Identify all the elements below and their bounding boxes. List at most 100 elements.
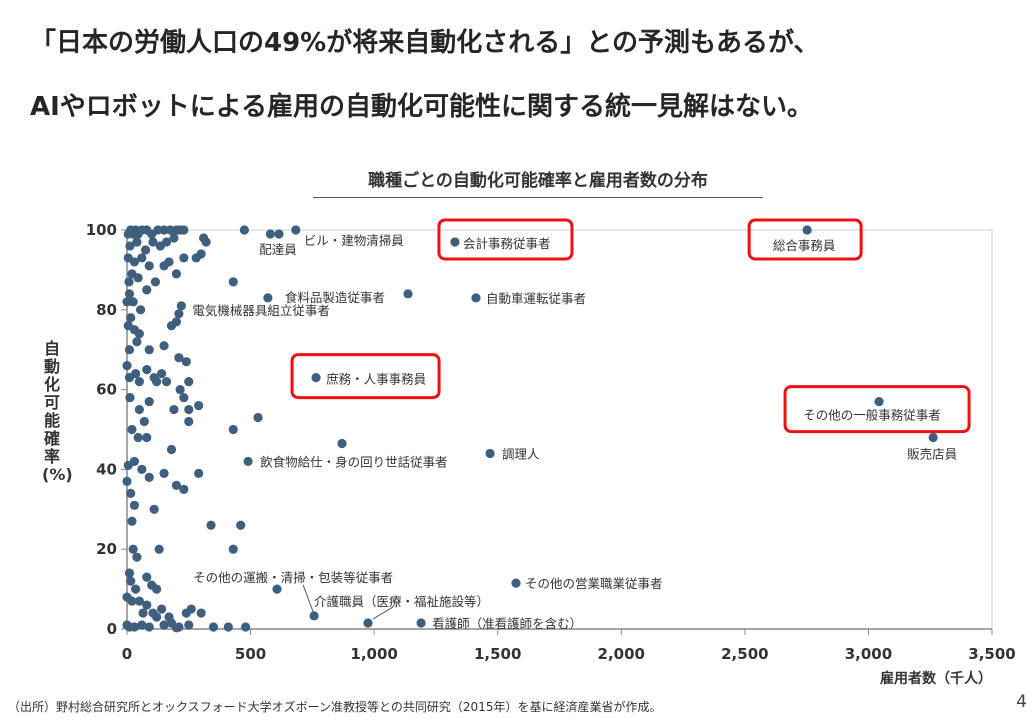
data-point	[166, 444, 177, 455]
data-point	[144, 622, 154, 632]
data-point	[169, 404, 179, 415]
data-point	[137, 253, 147, 263]
source-note: （出所）野村総合研究所とオックスフォード大学オズボーン准教授等との共同研究（20…	[8, 700, 662, 714]
data-point	[253, 412, 263, 423]
labeled-data-point	[176, 301, 186, 311]
data-point	[171, 269, 182, 279]
data-point	[126, 576, 136, 586]
data-point	[152, 612, 162, 622]
data-point	[223, 622, 233, 632]
data-point	[171, 480, 182, 490]
x-tick-label: 500	[235, 645, 266, 663]
data-point	[179, 392, 189, 403]
data-point	[127, 424, 137, 435]
point-label: ビル・建物清掃員	[304, 233, 405, 248]
labeled-data-point	[450, 237, 460, 247]
data-point	[122, 476, 132, 486]
point-label: 総合事務員	[773, 238, 836, 253]
x-axis-label: 雇用者数（千人）	[880, 671, 992, 687]
data-point	[228, 424, 238, 435]
data-point	[133, 432, 143, 443]
labeled-data-point	[363, 618, 373, 628]
data-point	[125, 241, 135, 251]
data-point	[171, 623, 182, 633]
y-tick-label: 20	[96, 540, 117, 558]
point-label: 配達員	[259, 242, 297, 257]
x-tick-label: 0	[122, 645, 132, 663]
data-point	[148, 237, 158, 247]
data-point	[196, 608, 206, 618]
data-point	[239, 225, 249, 235]
highlight-box	[290, 353, 441, 400]
data-point	[403, 289, 413, 299]
labeled-data-point	[311, 373, 321, 383]
data-point	[122, 361, 132, 371]
data-point	[129, 257, 140, 267]
data-point	[201, 237, 211, 247]
headline-line-2: AIやロボットによる雇用の自動化可能性に関する統一見解はない。	[30, 92, 814, 122]
data-point	[142, 432, 152, 443]
y-tick-label: 100	[86, 221, 117, 239]
point-label: 販売店員	[907, 446, 958, 461]
data-point	[175, 385, 185, 395]
labeled-data-point	[416, 618, 426, 628]
y-tick-label: 60	[96, 381, 117, 399]
data-point	[140, 245, 151, 255]
data-point	[171, 317, 182, 327]
highlight-box	[437, 218, 574, 261]
data-point	[126, 313, 136, 323]
point-label: その他の一般事務従事者	[803, 408, 941, 423]
x-tick-label: 1,500	[474, 645, 521, 663]
highlight-box	[747, 218, 863, 261]
data-point	[184, 416, 194, 427]
data-point	[159, 341, 169, 351]
labeled-data-point	[471, 293, 481, 303]
data-point	[241, 622, 251, 632]
data-point	[137, 464, 147, 474]
data-point	[138, 608, 148, 618]
data-point	[228, 277, 238, 287]
leader-line	[372, 606, 394, 620]
data-point	[142, 365, 152, 375]
data-point	[179, 484, 189, 494]
data-point	[144, 261, 154, 271]
labeled-data-point	[802, 225, 812, 235]
data-point	[131, 584, 141, 594]
data-point	[184, 620, 194, 630]
data-point	[186, 604, 196, 614]
data-point	[154, 544, 164, 554]
data-point	[137, 620, 147, 630]
data-point	[161, 377, 172, 387]
data-point	[159, 620, 169, 630]
data-point	[142, 572, 152, 582]
data-point	[191, 253, 201, 263]
data-point	[124, 345, 135, 355]
data-point	[161, 237, 172, 247]
labeled-data-point	[874, 396, 884, 407]
data-point	[152, 377, 162, 387]
data-point	[157, 604, 167, 614]
data-point	[126, 488, 136, 498]
data-point	[133, 273, 143, 283]
point-label: 介護職員（医療・福祉施設等）	[314, 594, 489, 609]
data-point	[134, 329, 144, 339]
data-point	[124, 289, 135, 299]
data-point	[125, 392, 135, 403]
point-label: 電気機械器具組立従事者	[192, 303, 330, 318]
data-point	[139, 416, 149, 427]
data-point	[128, 544, 138, 554]
y-tick-label: 80	[96, 301, 117, 319]
data-point	[272, 584, 282, 594]
labeled-data-point	[485, 448, 495, 459]
y-tick-label: 0	[107, 620, 117, 638]
data-point	[174, 353, 184, 363]
data-point	[194, 400, 204, 411]
data-point	[128, 297, 138, 307]
point-label: 自動車運転従事者	[486, 291, 586, 306]
labeled-data-point	[309, 611, 319, 621]
labeled-data-point	[928, 432, 938, 443]
labeled-data-point	[511, 578, 521, 588]
data-point	[184, 377, 194, 387]
chart-title: 職種ごとの自動化可能確率と雇用者数の分布	[313, 166, 763, 198]
data-point	[124, 373, 135, 383]
